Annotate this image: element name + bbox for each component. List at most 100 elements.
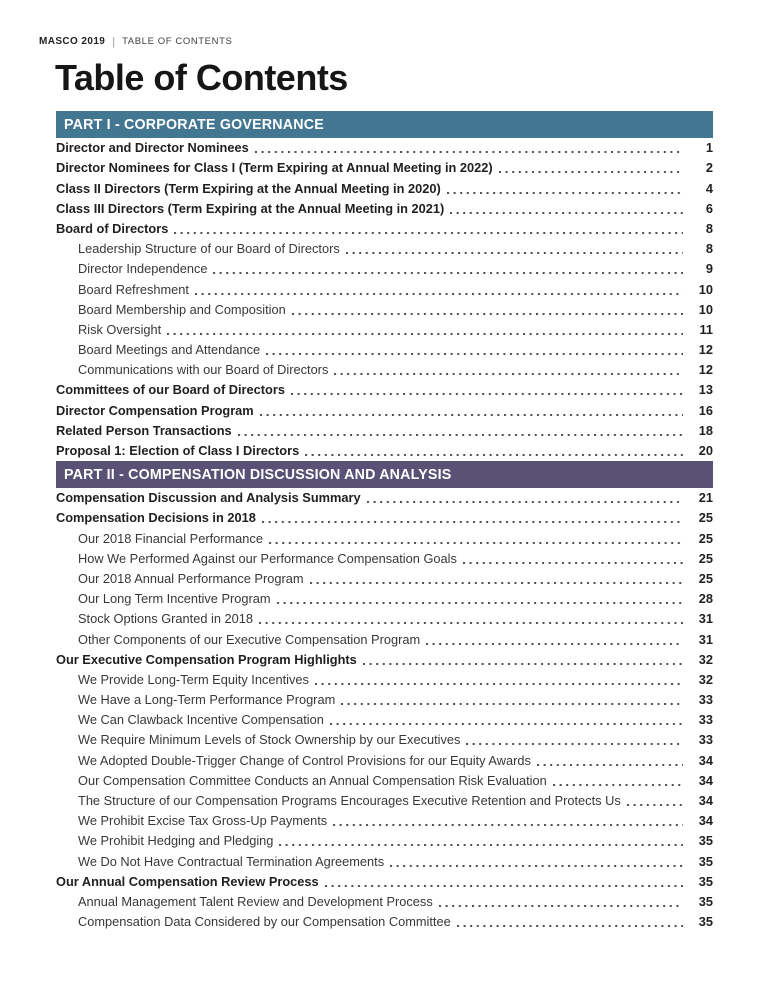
dot-leader xyxy=(324,884,683,887)
toc-entry[interactable]: We Require Minimum Levels of Stock Owner… xyxy=(56,730,713,750)
dot-leader xyxy=(167,332,683,335)
toc-entry[interactable]: We Prohibit Excise Tax Gross-Up Payments… xyxy=(56,811,713,831)
toc-entry[interactable]: Other Components of our Executive Compen… xyxy=(56,629,713,649)
toc-entry-page: 28 xyxy=(698,591,713,607)
toc-entry[interactable]: Board Refreshment 10 xyxy=(56,279,713,299)
toc-entry-title: Class II Directors (Term Expiring at the… xyxy=(56,180,441,196)
toc-entry[interactable]: Board Meetings and Attendance 12 xyxy=(56,340,713,360)
toc-entry[interactable]: Communications with our Board of Directo… xyxy=(56,360,713,380)
toc-entry[interactable]: We Provide Long-Term Equity Incentives 3… xyxy=(56,670,713,690)
toc-entry-title: Director Compensation Program xyxy=(56,402,254,418)
dot-leader xyxy=(266,353,683,356)
toc-entry[interactable]: Risk Oversight 11 xyxy=(56,320,713,340)
dot-leader xyxy=(305,454,683,456)
dot-leader xyxy=(345,252,683,255)
toc-entry-title: Compensation Discussion and Analysis Sum… xyxy=(56,490,361,506)
toc-entry-title: Compensation Data Considered by our Comp… xyxy=(78,914,451,930)
toc-entry-title: Proposal 1: Election of Class I Director… xyxy=(56,443,300,458)
toc-entry[interactable]: Related Person Transactions 18 xyxy=(56,421,713,441)
toc-entry[interactable]: The Structure of our Compensation Progra… xyxy=(56,791,713,811)
toc-entry[interactable]: Board Membership and Composition 10 xyxy=(56,300,713,320)
toc-entry[interactable]: Leadership Structure of our Board of Dir… xyxy=(56,239,713,259)
toc-entry-page: 18 xyxy=(698,422,713,438)
part1-entry-list: Director and Director Nominees 1 Directo… xyxy=(56,138,713,461)
toc-entry-page: 2 xyxy=(705,160,713,176)
header-doc-label: TABLE OF CONTENTS xyxy=(122,36,233,47)
toc-entry-page: 32 xyxy=(698,651,713,667)
dot-leader xyxy=(552,783,683,786)
toc-entry-page: 12 xyxy=(698,362,713,378)
toc-entry[interactable]: Our Compensation Committee Conducts an A… xyxy=(56,771,713,791)
dot-leader xyxy=(276,602,683,605)
toc-entry[interactable]: Compensation Discussion and Analysis Sum… xyxy=(56,488,713,508)
toc-entry[interactable]: We Can Clawback Incentive Compensation 3… xyxy=(56,710,713,730)
toc-entry-title: Leadership Structure of our Board of Dir… xyxy=(78,241,340,257)
toc-entry[interactable]: Our 2018 Financial Performance 25 xyxy=(56,528,713,548)
toc-entry[interactable]: Committees of our Board of Directors 13 xyxy=(56,380,713,400)
toc-entry[interactable]: Stock Options Granted in 2018 31 xyxy=(56,609,713,629)
header-divider: | xyxy=(112,35,116,48)
dot-leader xyxy=(268,541,683,544)
toc-entry-title: Our Long Term Incentive Program xyxy=(78,591,271,607)
toc-entry-page: 33 xyxy=(698,712,713,728)
toc-entry[interactable]: We Do Not Have Contractual Termination A… xyxy=(56,851,713,871)
toc-entry[interactable]: Director Compensation Program 16 xyxy=(56,400,713,420)
toc-entry-title: Our Annual Compensation Review Process xyxy=(56,873,319,889)
toc-entry[interactable]: Director Independence 9 xyxy=(56,259,713,279)
toc-entry-page: 34 xyxy=(698,793,713,808)
toc-entry[interactable]: We Prohibit Hedging and Pledging 35 xyxy=(56,831,713,851)
dot-leader xyxy=(329,723,683,726)
dot-leader xyxy=(362,662,683,665)
toc-entry-title: Our 2018 Financial Performance xyxy=(78,530,263,546)
toc-entry[interactable]: Compensation Data Considered by our Comp… xyxy=(56,912,713,932)
toc-entry[interactable]: Board of Directors 8 xyxy=(56,219,713,239)
toc-entry-page: 33 xyxy=(698,692,713,708)
toc-entry-page: 25 xyxy=(698,550,713,566)
toc-entry[interactable]: How We Performed Against our Performance… xyxy=(56,549,713,569)
toc-entry-title: We Prohibit Hedging and Pledging xyxy=(78,833,274,849)
toc-entry-page: 32 xyxy=(698,671,713,687)
toc-entry-title: Director and Director Nominees xyxy=(56,140,249,156)
toc-entry-page: 34 xyxy=(698,813,713,829)
toc-entry-page: 35 xyxy=(698,833,713,849)
dot-leader xyxy=(314,682,683,685)
toc-entry-title: We Have a Long-Term Performance Program xyxy=(78,692,336,708)
toc-entry-page: 34 xyxy=(698,752,713,768)
dot-leader xyxy=(290,393,683,396)
part1-heading: PART I - CORPORATE GOVERNANCE xyxy=(64,116,324,133)
toc-entry[interactable]: We Adopted Double-Trigger Change of Cont… xyxy=(56,750,713,770)
toc-entry[interactable]: Our 2018 Annual Performance Program 25 xyxy=(56,569,713,589)
toc-entry-page: 21 xyxy=(698,490,713,506)
dot-leader xyxy=(309,581,683,584)
dot-leader xyxy=(174,231,683,234)
toc-entry-title: Annual Management Talent Review and Deve… xyxy=(78,893,433,909)
toc-entry-title: We Do Not Have Contractual Termination A… xyxy=(78,853,385,869)
brand-name: MASCO 2019 xyxy=(39,36,106,47)
toc-entry-page: 25 xyxy=(698,510,713,526)
toc-entry[interactable]: Director and Director Nominees 1 xyxy=(56,138,713,158)
toc-entry-title: Our Compensation Committee Conducts an A… xyxy=(78,772,547,788)
dot-leader xyxy=(341,703,683,706)
toc-entry-title: Compensation Decisions in 2018 xyxy=(56,510,256,526)
toc-entry[interactable]: Compensation Decisions in 2018 25 xyxy=(56,508,713,528)
toc-entry[interactable]: Proposal 1: Election of Class I Director… xyxy=(56,441,713,461)
toc-entry[interactable]: Our Long Term Incentive Program 28 xyxy=(56,589,713,609)
toc-entry[interactable]: We Have a Long-Term Performance Program … xyxy=(56,690,713,710)
part1-header-bar: PART I - CORPORATE GOVERNANCE xyxy=(56,111,713,138)
toc-entry-title: Director Nominees for Class I (Term Expi… xyxy=(56,160,493,176)
toc-entry-title: Other Components of our Executive Compen… xyxy=(78,631,421,647)
toc-entry[interactable]: Our Executive Compensation Program Highl… xyxy=(56,650,713,670)
toc-entry-title: How We Performed Against our Performance… xyxy=(78,550,457,566)
dot-leader xyxy=(390,864,683,867)
toc-entry[interactable]: Class II Directors (Term Expiring at the… xyxy=(56,178,713,198)
toc-entry[interactable]: Our Annual Compensation Review Process 3… xyxy=(56,872,713,892)
part2-heading: PART II - COMPENSATION DISCUSSION AND AN… xyxy=(64,466,452,483)
toc-entry-page: 13 xyxy=(698,382,713,398)
toc-entry[interactable]: Director Nominees for Class I (Term Expi… xyxy=(56,158,713,178)
toc-entry[interactable]: Annual Management Talent Review and Deve… xyxy=(56,892,713,912)
dot-leader xyxy=(536,763,683,766)
toc-entry-title: Committees of our Board of Directors xyxy=(56,382,285,398)
toc-entry[interactable]: Class III Directors (Term Expiring at th… xyxy=(56,199,713,219)
page-title: Table of Contents xyxy=(55,57,348,98)
